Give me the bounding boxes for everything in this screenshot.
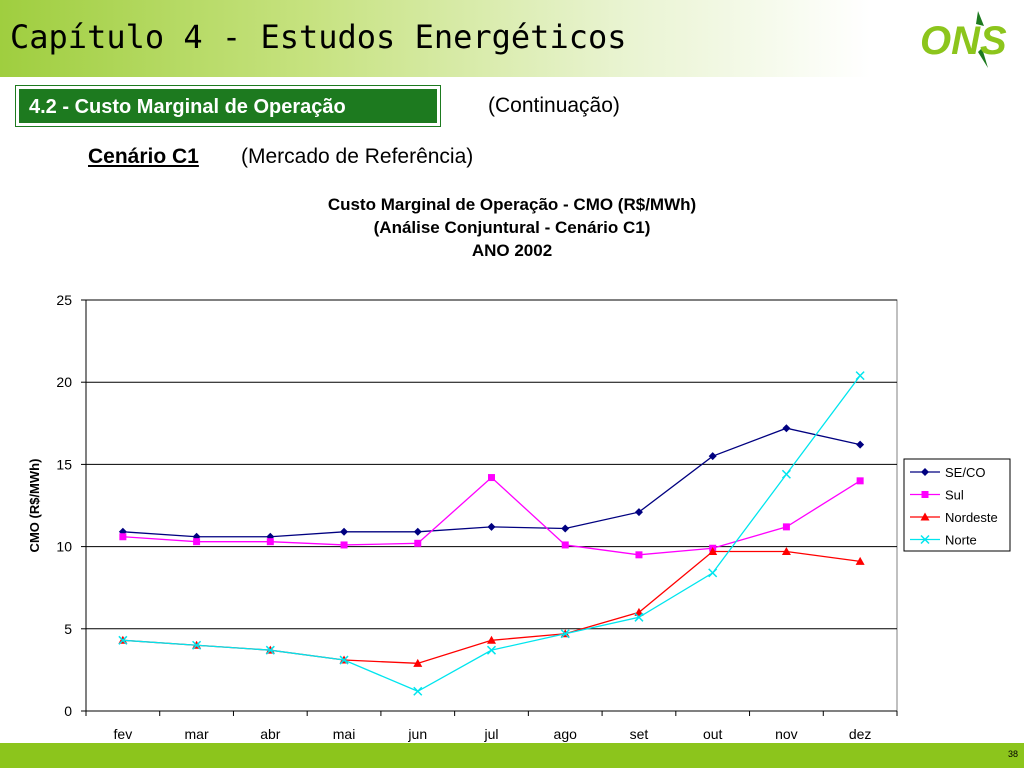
data-point-nordeste <box>413 658 423 667</box>
data-point-norte <box>265 645 275 655</box>
marker-stroke <box>192 640 202 650</box>
data-point-sul <box>635 551 643 559</box>
data-point-sul <box>414 539 422 547</box>
legend-marker-sul <box>921 491 929 498</box>
data-point-sul <box>193 538 201 546</box>
data-point-sul <box>266 538 274 546</box>
data-point-sul <box>782 523 790 531</box>
y-tick-label: 10 <box>56 539 72 555</box>
scenario-description: (Mercado de Referência) <box>241 145 474 168</box>
marker-stroke <box>413 686 423 696</box>
section-label: 4.2 - Custo Marginal de Operação <box>29 96 346 118</box>
x-tick-label: set <box>630 726 649 742</box>
data-point-nordeste <box>855 556 865 565</box>
data-point-norte <box>634 612 644 622</box>
data-point-nordeste <box>708 547 718 556</box>
chart-legend: SE/CO Sul Nordeste Norte <box>903 458 1011 552</box>
data-point-se-co <box>487 522 496 531</box>
data-point-norte <box>413 686 423 696</box>
logo-text: ONS <box>920 19 1007 63</box>
marker-stroke <box>118 635 128 645</box>
legend-box <box>903 458 1011 552</box>
ons-logo-icon: ONS <box>920 11 1007 68</box>
legend-marker-se-co <box>921 468 929 476</box>
x-tick-label: jun <box>407 726 427 742</box>
data-point-se-co <box>708 452 717 461</box>
header-bar: Capítulo 4 - Estudos Energéticos ONS <box>0 0 1024 77</box>
legend-marker-nordeste <box>920 512 930 521</box>
data-point-nordeste <box>487 635 496 644</box>
page-number: 38 <box>1007 749 1018 759</box>
y-tick-label: 15 <box>56 456 72 472</box>
data-point-se-co <box>340 527 349 536</box>
y-tick-label: 20 <box>56 374 72 390</box>
marker-stroke <box>708 568 718 578</box>
data-point-se-co <box>782 424 791 433</box>
x-tick-label: jul <box>483 726 498 742</box>
y-tick-label: 5 <box>64 621 72 637</box>
marker-stroke <box>265 645 275 655</box>
cmo-line-chart: 0 5 10 15 20 25 fev mar abr mai jun jul ago set out nov… <box>27 292 1011 742</box>
chart-title-line: (Análise Conjuntural - Cenário C1) <box>373 218 651 237</box>
data-point-norte <box>781 469 791 479</box>
data-point-sul <box>488 474 495 482</box>
y-tick-label: 0 <box>64 703 72 719</box>
data-point-se-co <box>561 524 570 533</box>
series-norte <box>118 371 865 696</box>
page-title: Capítulo 4 - Estudos Energéticos <box>10 18 627 56</box>
data-point-norte <box>339 655 349 665</box>
data-point-sul <box>119 533 127 541</box>
data-point-sul <box>856 477 864 485</box>
continuation-label: (Continuação) <box>488 94 620 117</box>
data-point-se-co <box>634 508 643 517</box>
x-tick-label: nov <box>775 726 798 742</box>
legend-label-se-co: SE/CO <box>945 465 985 480</box>
legend-label-norte: Norte <box>945 533 977 548</box>
legend-marker-norte <box>920 534 930 545</box>
x-tick-label: mar <box>185 726 209 742</box>
x-tick-label: out <box>703 726 723 742</box>
y-axis-label: CMO (R$/MWh) <box>27 459 42 553</box>
x-tick-label: mai <box>333 726 356 742</box>
data-point-sul <box>340 541 348 549</box>
x-tick-label: dez <box>849 726 872 742</box>
marker-stroke <box>920 534 930 545</box>
section-badge: 4.2 - Custo Marginal de Operação <box>15 85 441 127</box>
data-point-nordeste <box>634 607 644 616</box>
legend-label-nordeste: Nordeste <box>945 510 998 525</box>
legend-label-sul: Sul <box>945 488 964 503</box>
data-point-sul <box>561 541 569 549</box>
data-point-se-co <box>856 440 865 449</box>
chart-title-line: Custo Marginal de Operação - CMO (R$/MWh… <box>327 195 697 214</box>
marker-stroke <box>560 629 570 639</box>
data-point-nordeste <box>781 547 791 556</box>
marker-stroke <box>339 655 349 665</box>
data-point-norte <box>560 629 570 639</box>
data-point-se-co <box>413 527 422 536</box>
footer-bar: 38 <box>0 743 1024 768</box>
y-tick-label: 25 <box>56 292 72 308</box>
marker-stroke <box>634 612 644 622</box>
chart-title: Custo Marginal de Operação - CMO (R$/MWh… <box>212 193 812 262</box>
chart-title-line: ANO 2002 <box>471 241 553 260</box>
series-se-co <box>118 424 865 541</box>
marker-stroke <box>486 645 497 655</box>
x-tick-label: fev <box>114 726 133 742</box>
data-point-norte <box>118 635 128 645</box>
marker-stroke <box>855 371 865 381</box>
x-tick-label: abr <box>260 726 281 742</box>
data-point-norte <box>192 640 202 650</box>
x-tick-label: ago <box>554 726 578 742</box>
scenario-label: Cenário C1 <box>88 145 199 168</box>
data-point-norte <box>855 371 865 381</box>
data-point-norte <box>708 568 718 578</box>
data-point-norte <box>486 645 497 655</box>
marker-stroke <box>781 469 791 479</box>
